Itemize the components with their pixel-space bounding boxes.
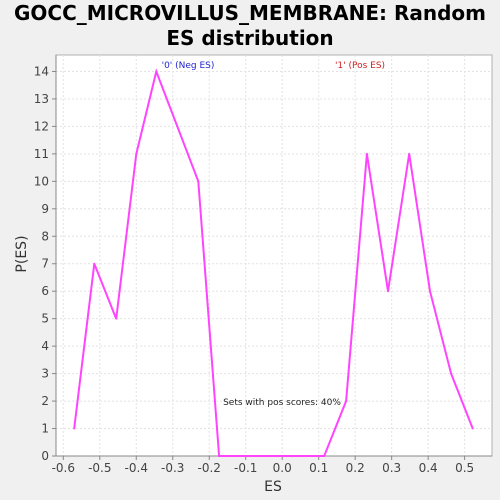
chart-title-line-1: GOCC_MICROVILLUS_MEMBRANE: Random (14, 1, 486, 25)
y-tick-label: 12 (34, 119, 49, 133)
chart-title-line-2: ES distribution (166, 26, 334, 50)
y-tick-label: 8 (41, 229, 49, 243)
annotation-pos-scores: Sets with pos scores: 40% (223, 398, 341, 408)
data-point (155, 70, 158, 73)
y-tick-label: 10 (34, 174, 49, 188)
y-tick-label: 11 (34, 147, 49, 161)
x-tick-label: -0.3 (161, 461, 184, 475)
x-tick-label: -0.4 (125, 461, 148, 475)
x-tick-label: 0.0 (273, 461, 292, 475)
x-tick-label: 0.5 (455, 461, 474, 475)
data-point (387, 290, 390, 293)
y-tick-label: 9 (41, 202, 49, 216)
x-tick-label: -0.6 (52, 461, 75, 475)
data-point (450, 372, 453, 375)
data-point (93, 262, 96, 265)
data-point (408, 152, 411, 155)
x-axis-ticks: -0.6 -0.5 -0.4 -0.3 -0.2 -0.1 0.0 0.1 0.2 0.3 0.4 0… (52, 456, 474, 475)
x-tick-label: 0.4 (419, 461, 438, 475)
x-tick-label: 0.1 (309, 461, 328, 475)
y-tick-label: 7 (41, 257, 49, 271)
data-point (73, 427, 76, 430)
y-tick-label: 5 (41, 312, 49, 326)
data-point (270, 455, 273, 457)
y-axis-label: P(ES) (14, 235, 30, 272)
series-line-0 (73, 68, 474, 457)
x-tick-label: 0.2 (346, 461, 365, 475)
annotation-pos-es: '1' (Pos ES) (335, 61, 385, 71)
y-tick-label: 3 (41, 367, 49, 381)
x-tick-label: -0.5 (88, 461, 111, 475)
y-tick-label: 13 (34, 92, 49, 106)
data-point (218, 455, 221, 457)
y-tick-label: 6 (41, 284, 49, 298)
data-point (323, 455, 326, 457)
annotation-neg-es: '0' (Neg ES) (162, 61, 215, 71)
y-tick-label: 0 (41, 449, 49, 463)
y-tick-label: 14 (34, 64, 49, 78)
y-tick-label: 4 (41, 339, 49, 353)
data-point (365, 152, 368, 155)
x-tick-label: -0.2 (198, 461, 221, 475)
x-axis-label: ES (264, 479, 282, 495)
plot-area (55, 54, 493, 457)
data-point (471, 427, 474, 430)
series-group (73, 68, 474, 457)
y-tick-label: 2 (41, 394, 49, 408)
data-point (135, 152, 138, 155)
data-point (197, 180, 200, 183)
data-point (428, 290, 431, 293)
data-point (115, 317, 118, 320)
chart-title: GOCC_MICROVILLUS_MEMBRANE: Random ES dis… (0, 1, 500, 51)
y-tick-label: 1 (41, 422, 49, 436)
data-point (345, 400, 348, 403)
x-tick-label: 0.3 (382, 461, 401, 475)
x-tick-label: -0.1 (234, 461, 257, 475)
